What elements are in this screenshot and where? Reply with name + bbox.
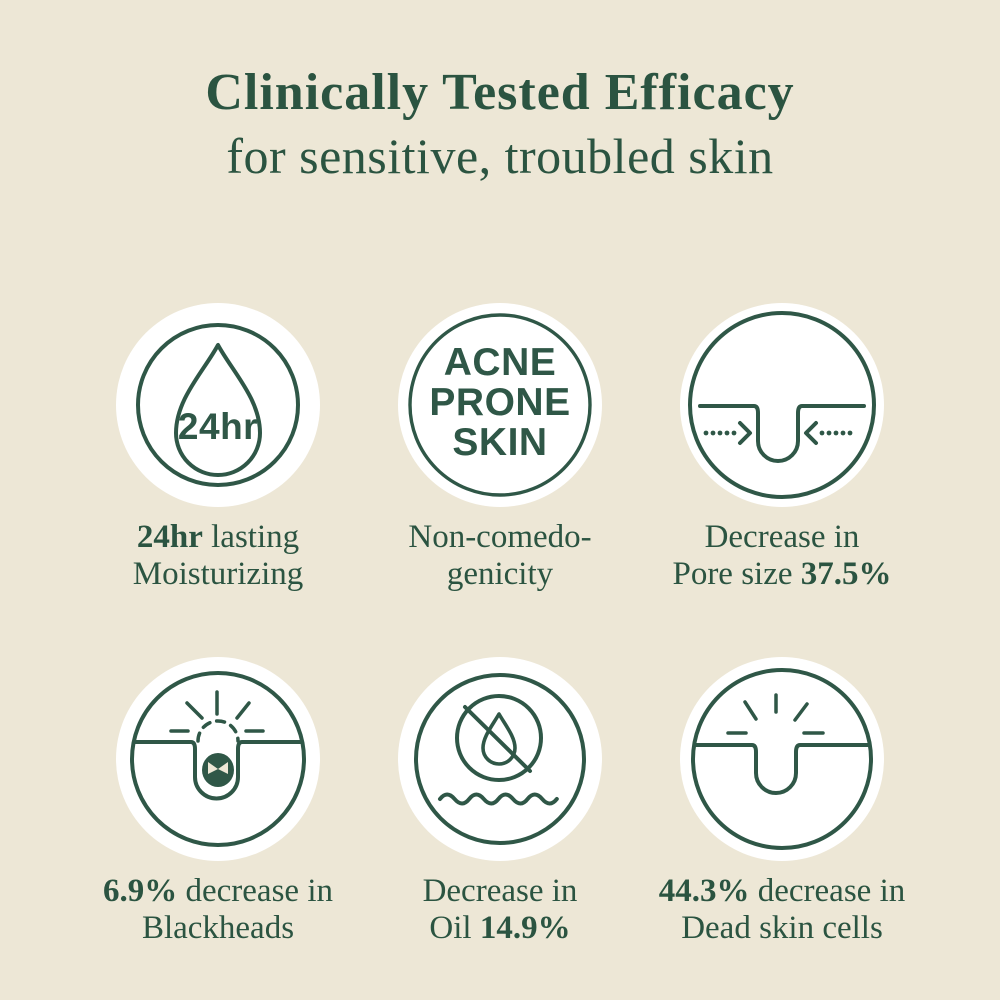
feature-card-moisturizing: 24hr 24hr lasting Moisturizing: [77, 303, 359, 593]
water-drop-24hr-icon: 24hr: [116, 303, 320, 508]
inward-arrow-dots: [703, 430, 853, 436]
dead-skin-art: [691, 668, 873, 851]
feature-card-non-comedogenic: ACNE PRONE SKIN Non-comedo- genicity: [359, 303, 641, 593]
feature-card-blackheads: 6.9% decrease in Blackheads: [77, 657, 359, 947]
feature-caption: Decrease in Oil 14.9%: [422, 873, 578, 947]
feature-card-oil: Decrease in Oil 14.9%: [359, 657, 641, 947]
no-oil-icon: [398, 657, 602, 862]
no-oil-art: [414, 673, 586, 846]
badge-text: ACNE PRONE SKIN: [429, 341, 571, 465]
blackhead-glyph: [208, 762, 228, 775]
feature-card-dead-skin: 44.3% decrease in Dead skin cells: [641, 657, 923, 947]
wave-line: [438, 792, 559, 806]
feature-card-pore-size: Decrease in Pore size 37.5%: [641, 303, 923, 593]
blackhead-icon: [116, 657, 320, 862]
pore-shrink-icon: [680, 303, 884, 508]
acne-prone-skin-badge-icon: ACNE PRONE SKIN: [398, 303, 602, 508]
feature-caption: Non-comedo- genicity: [408, 519, 592, 593]
burst-lines: [169, 690, 265, 733]
icon-label-24hr: 24hr: [177, 406, 259, 448]
page-title: Clinically Tested Efficacy: [205, 64, 795, 121]
pore-shrink-art: [688, 311, 876, 500]
water-drop-art: [136, 323, 300, 488]
blackhead-art: [130, 671, 306, 848]
page-subtitle: for sensitive, troubled skin: [226, 128, 774, 185]
burst-lines: [726, 693, 825, 735]
dead-skin-cells-icon: [680, 657, 884, 862]
header: Clinically Tested Efficacy for sensitive…: [0, 0, 1000, 184]
feature-caption: 24hr lasting Moisturizing: [132, 519, 304, 593]
feature-caption: 44.3% decrease in Dead skin cells: [658, 873, 906, 947]
blackhead-dot: [202, 753, 234, 788]
slash-line: [463, 705, 532, 774]
feature-caption: Decrease in Pore size 37.5%: [672, 519, 892, 593]
feature-caption: 6.9% decrease in Blackheads: [103, 873, 333, 947]
feature-grid: 24hr 24hr lasting Moisturizing ACNE PRON…: [77, 303, 923, 947]
badge-ring-art: [408, 313, 592, 497]
